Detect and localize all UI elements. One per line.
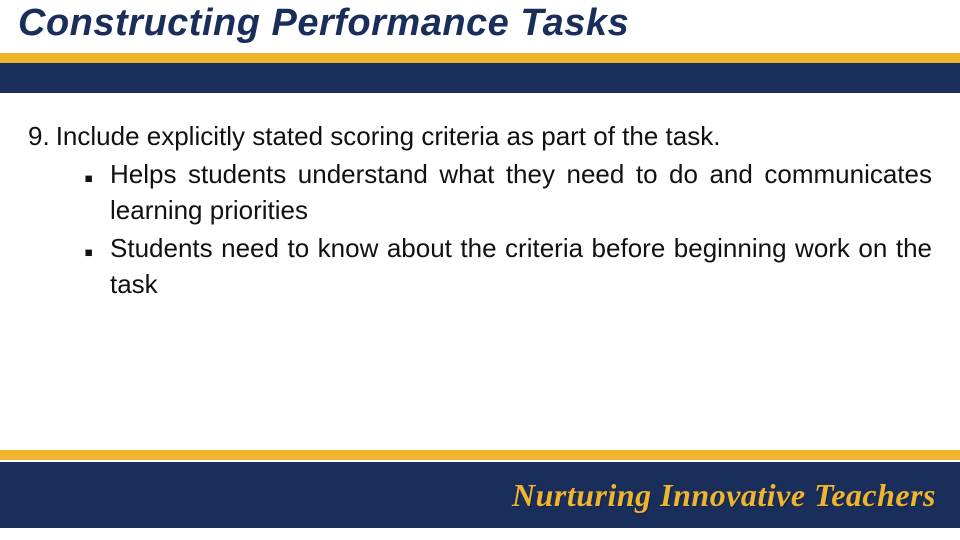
item-number: 9. — [28, 118, 56, 154]
body-content: 9. Include explicitly stated scoring cri… — [28, 118, 932, 302]
slide-title: Constructing Performance Tasks — [18, 2, 629, 45]
bottom-gold-band — [0, 450, 960, 460]
bullet-list: ▪ Helps students understand what they ne… — [84, 156, 932, 302]
top-navy-band — [0, 63, 960, 93]
list-item: ▪ Helps students understand what they ne… — [84, 156, 932, 228]
list-item: ▪ Students need to know about the criter… — [84, 230, 932, 302]
top-gold-band — [0, 53, 960, 63]
list-item: 9. Include explicitly stated scoring cri… — [28, 118, 932, 154]
square-bullet-icon: ▪ — [84, 156, 110, 196]
bullet-text: Students need to know about the criteria… — [110, 230, 932, 302]
bullet-text: Helps students understand what they need… — [110, 156, 932, 228]
square-bullet-icon: ▪ — [84, 230, 110, 270]
slide: Constructing Performance Tasks 9. Includ… — [0, 0, 960, 540]
footer-tagline: Nurturing Innovative Teachers — [512, 477, 936, 514]
item-text: Include explicitly stated scoring criter… — [56, 118, 932, 154]
